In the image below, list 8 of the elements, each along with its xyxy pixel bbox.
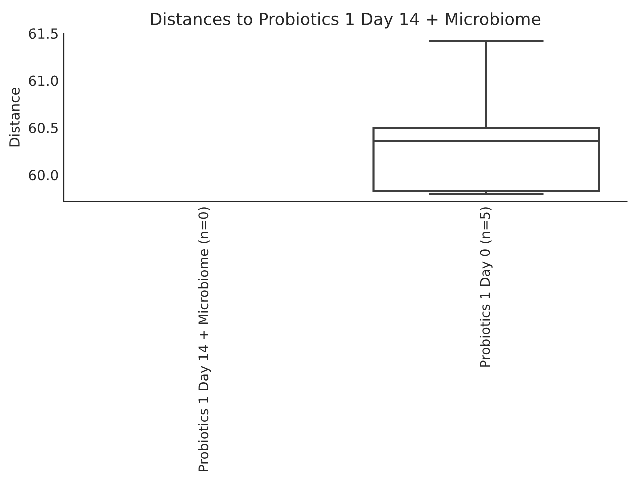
x-tick-label: Probiotics 1 Day 14 + Microbiome (n=0) <box>198 208 212 472</box>
y-tick-label: 60.5 <box>29 122 58 134</box>
x-tick-label: Probiotics 1 Day 0 (n=5) <box>480 208 493 367</box>
y-tick-label: 60.0 <box>29 170 58 181</box>
y-tick-label: 61.0 <box>29 76 58 86</box>
y-axis-title: Distance <box>9 88 20 147</box>
chart-title: Distances to Probiotics 1 Day 14 + Microbiome <box>151 12 541 29</box>
y-tick-label: 61.5 <box>29 28 58 40</box>
